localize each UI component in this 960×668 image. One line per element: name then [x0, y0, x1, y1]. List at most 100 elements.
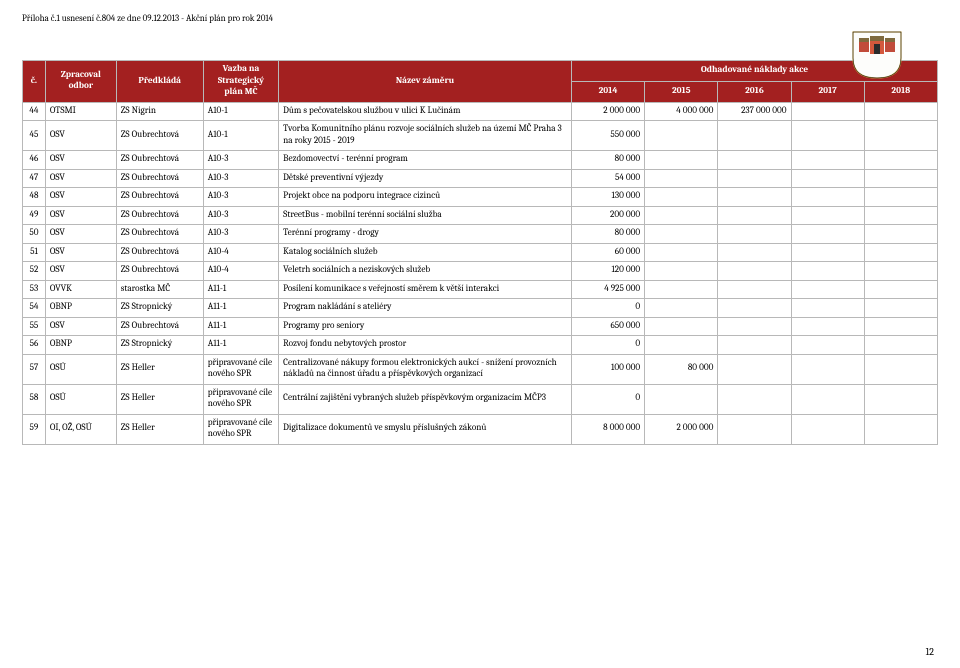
- cell-2018: [864, 225, 937, 244]
- cell-presenter: ZS Oubrechtová: [116, 262, 203, 281]
- cell-2017: [791, 206, 864, 225]
- cell-2016: 237 000 000: [718, 102, 791, 121]
- cell-2014: 60 000: [571, 243, 644, 262]
- cell-num: 59: [23, 414, 46, 444]
- cell-presenter: ZS Stropnický: [116, 336, 203, 355]
- cell-2014: 550 000: [571, 121, 644, 151]
- cell-2016: [718, 317, 791, 336]
- cell-2015: [645, 299, 718, 318]
- cell-num: 47: [23, 169, 46, 188]
- cell-2017: [791, 384, 864, 414]
- cell-2018: [864, 299, 937, 318]
- cell-presenter: ZS Oubrechtová: [116, 206, 203, 225]
- cell-num: 49: [23, 206, 46, 225]
- cell-2016: [718, 299, 791, 318]
- cell-dept: OVVK: [45, 280, 116, 299]
- cell-2014: 0: [571, 384, 644, 414]
- cell-2018: [864, 280, 937, 299]
- table-row: 49OSVZS OubrechtováA10-3StreetBus - mobi…: [23, 206, 938, 225]
- cell-name: Dům s pečovatelskou službou v ulici K Lu…: [279, 102, 572, 121]
- cell-name: StreetBus - mobilní terénní sociální slu…: [279, 206, 572, 225]
- cell-name: Tvorba Komunitního plánu rozvoje sociáln…: [279, 121, 572, 151]
- th-2015: 2015: [645, 81, 718, 102]
- cell-2016: [718, 121, 791, 151]
- cell-dept: OSÚ: [45, 384, 116, 414]
- cell-presenter: ZS Oubrechtová: [116, 317, 203, 336]
- cell-2016: [718, 354, 791, 384]
- cell-name: Programy pro seniory: [279, 317, 572, 336]
- cell-2018: [864, 384, 937, 414]
- cell-dept: OSV: [45, 243, 116, 262]
- cell-2016: [718, 188, 791, 207]
- cell-2017: [791, 243, 864, 262]
- cell-name: Bezdomovectví - terénní program: [279, 151, 572, 170]
- cell-2018: [864, 336, 937, 355]
- cell-num: 48: [23, 188, 46, 207]
- cell-plan: A10-3: [203, 169, 278, 188]
- cell-plan: připravované cíle nového SPR: [203, 354, 278, 384]
- cell-presenter: ZS Oubrechtová: [116, 151, 203, 170]
- cell-2014: 2 000 000: [571, 102, 644, 121]
- cell-plan: A10-3: [203, 151, 278, 170]
- cell-dept: OI, OŽ, OSÚ: [45, 414, 116, 444]
- cell-dept: OSV: [45, 169, 116, 188]
- th-2016: 2016: [718, 81, 791, 102]
- cell-2014: 8 000 000: [571, 414, 644, 444]
- cell-2014: 80 000: [571, 151, 644, 170]
- cell-presenter: ZS Nigrin: [116, 102, 203, 121]
- cell-presenter: ZS Heller: [116, 384, 203, 414]
- cell-presenter: ZS Stropnický: [116, 299, 203, 318]
- cell-dept: OBNP: [45, 299, 116, 318]
- cell-2016: [718, 280, 791, 299]
- cell-plan: připravované cíle nového SPR: [203, 414, 278, 444]
- cell-name: Veletrh sociálních a neziskových služeb: [279, 262, 572, 281]
- cell-plan: A11-1: [203, 317, 278, 336]
- cell-dept: OSV: [45, 225, 116, 244]
- cell-2018: [864, 206, 937, 225]
- action-plan-table: č. Zpracoval odbor Předkládá Vazba na St…: [22, 60, 938, 445]
- cell-num: 46: [23, 151, 46, 170]
- cell-2014: 100 000: [571, 354, 644, 384]
- cell-num: 58: [23, 384, 46, 414]
- cell-num: 45: [23, 121, 46, 151]
- cell-2014: 80 000: [571, 225, 644, 244]
- cell-2017: [791, 317, 864, 336]
- table-row: 46OSVZS OubrechtováA10-3Bezdomovectví - …: [23, 151, 938, 170]
- cell-2018: [864, 188, 937, 207]
- cell-2016: [718, 262, 791, 281]
- cell-num: 50: [23, 225, 46, 244]
- cell-2016: [718, 151, 791, 170]
- crest-logo: [850, 26, 904, 80]
- cell-plan: A10-1: [203, 102, 278, 121]
- th-num: č.: [23, 61, 46, 103]
- cell-2017: [791, 354, 864, 384]
- cell-2017: [791, 169, 864, 188]
- cell-2016: [718, 384, 791, 414]
- cell-name: Centralizované nákupy formou elektronick…: [279, 354, 572, 384]
- cell-2015: [645, 188, 718, 207]
- cell-2017: [791, 299, 864, 318]
- cell-2018: [864, 121, 937, 151]
- cell-name: Centrální zajištění vybraných služeb pří…: [279, 384, 572, 414]
- table-row: 47OSVZS OubrechtováA10-3Dětské preventiv…: [23, 169, 938, 188]
- cell-2015: [645, 151, 718, 170]
- cell-2015: [645, 225, 718, 244]
- cell-dept: OSV: [45, 206, 116, 225]
- cell-2015: [645, 317, 718, 336]
- cell-num: 54: [23, 299, 46, 318]
- cell-2014: 0: [571, 336, 644, 355]
- cell-2015: 4 000 000: [645, 102, 718, 121]
- table-row: 55OSVZS OubrechtováA11-1Programy pro sen…: [23, 317, 938, 336]
- cell-num: 51: [23, 243, 46, 262]
- cell-2015: 80 000: [645, 354, 718, 384]
- cell-2015: [645, 280, 718, 299]
- cell-2015: [645, 262, 718, 281]
- cell-2018: [864, 169, 937, 188]
- th-2018: 2018: [864, 81, 937, 102]
- th-2017: 2017: [791, 81, 864, 102]
- page-number: 12: [926, 646, 934, 658]
- cell-2017: [791, 225, 864, 244]
- cell-dept: OTSMI: [45, 102, 116, 121]
- cell-2017: [791, 121, 864, 151]
- cell-plan: A10-4: [203, 262, 278, 281]
